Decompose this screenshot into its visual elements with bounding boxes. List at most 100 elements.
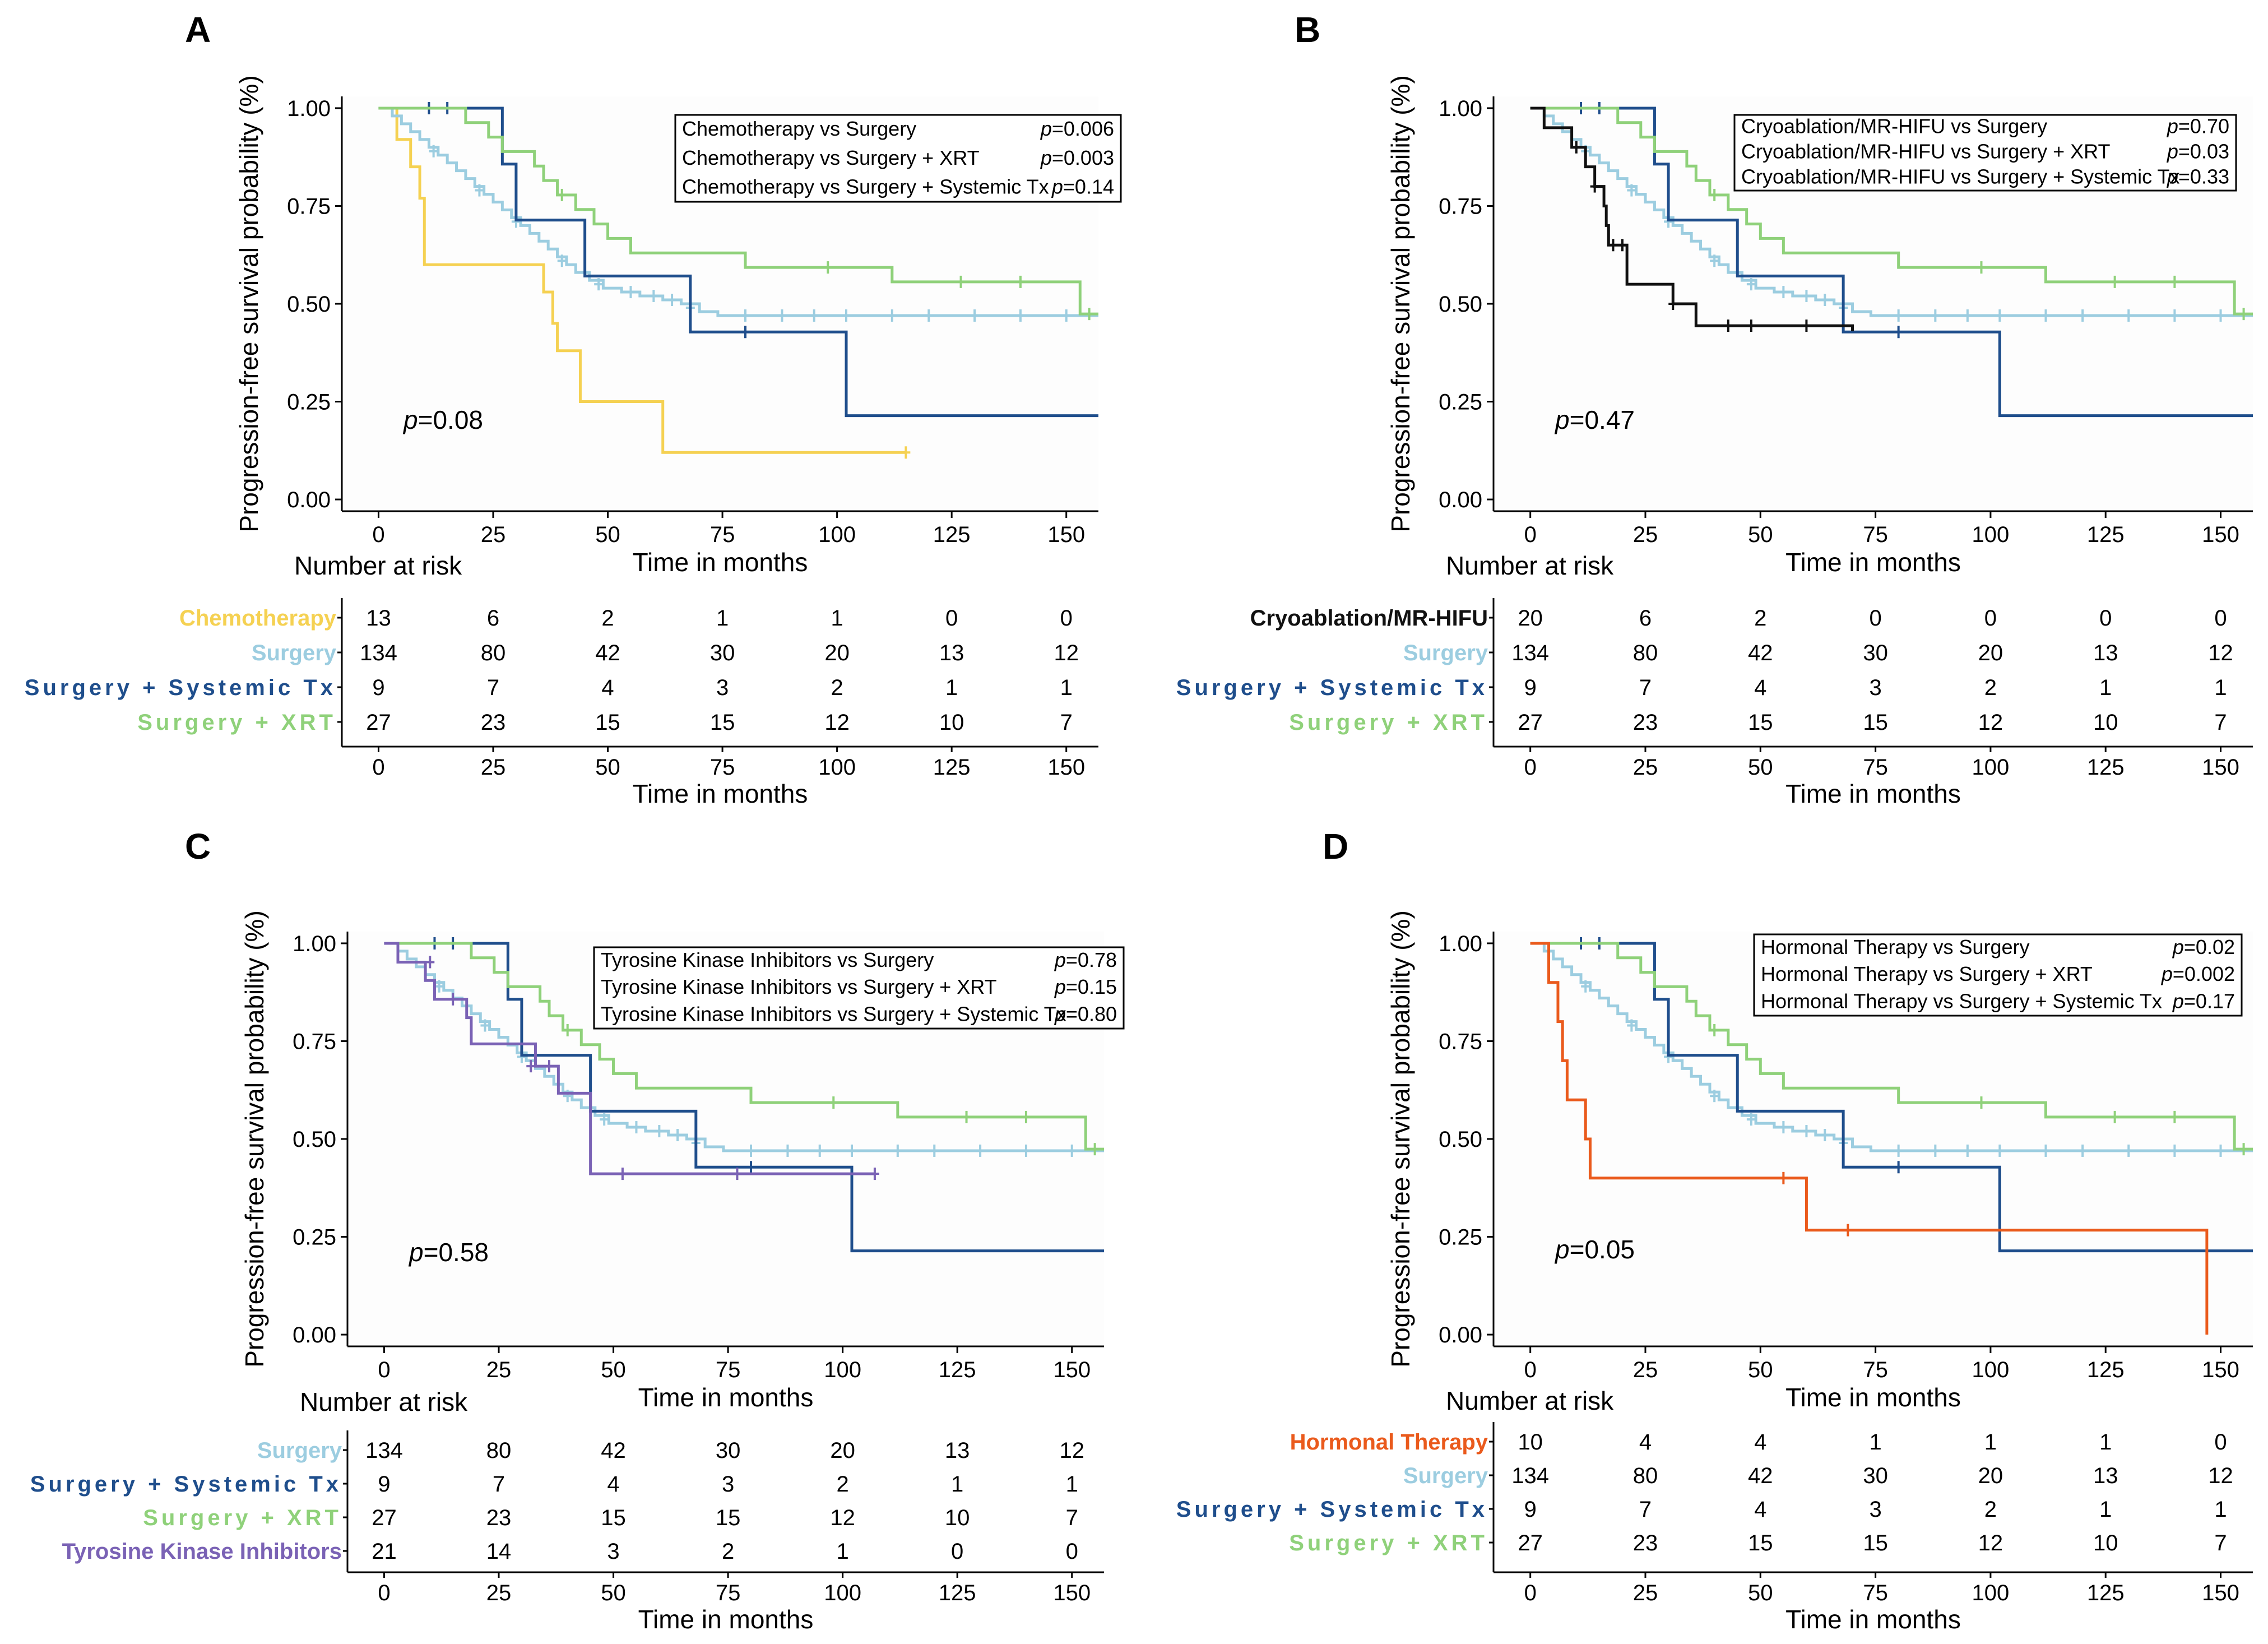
risk-x-tick-label: 50 [1748,755,1773,780]
risk-count: 23 [1633,1531,1658,1555]
risk-x-tick-label: 100 [818,755,856,780]
km-line-surgery_xrt [1530,106,2253,316]
y-tick-label: 1.00 [287,96,331,121]
y-axis-label: Progression-free survival probability (%… [234,75,263,532]
x-tick-label: 100 [818,522,856,547]
comparison-label: Tyrosine Kinase Inhibitors vs Surgery + … [601,975,997,998]
comparison-label: Cryoablation/MR-HIFU vs Surgery [1741,114,2047,137]
km-line-surgery_xrt [384,942,1104,1151]
x-tick-label: 75 [1863,1358,1888,1382]
x-tick-label: 50 [1748,1358,1773,1382]
comparison-p-value: p=0.002 [2161,962,2235,985]
risk-x-tick-label: 75 [710,755,735,780]
risk-count: 80 [481,641,506,665]
risk-count: 20 [824,641,850,665]
risk-count: 27 [1518,710,1543,735]
risk-count: 80 [1633,641,1658,665]
risk-x-tick-label: 0 [378,1581,390,1605]
risk-x-tick-label: 25 [481,755,506,780]
risk-count: 30 [1863,641,1888,665]
comparison-label: Cryoablation/MR-HIFU vs Surgery + XRT [1741,140,2111,163]
x-tick-label: 150 [2202,1358,2239,1382]
risk-row-label: Surgery [1403,1464,1488,1488]
risk-count: 6 [1639,606,1652,631]
risk-count: 12 [2208,641,2233,665]
risk-count: 4 [1639,1430,1652,1455]
overall-p-value: p=0.08 [402,405,483,434]
risk-x-tick-label: 75 [716,1581,741,1605]
comparison-legend [593,946,1125,1030]
risk-count: 27 [372,1506,397,1530]
y-tick-label: 0.50 [1439,292,1482,317]
comparison-legend [1753,933,2243,1017]
risk-count: 42 [595,641,620,665]
risk-row-label: Surgery [257,1438,342,1463]
risk-count: 15 [710,710,735,735]
km-line-tki [384,942,875,1175]
risk-row-label: Surgery + XRT [137,710,336,735]
risk-row-label: Tyrosine Kinase Inhibitors [62,1539,342,1564]
panel-label: C [185,826,211,867]
risk-count: 23 [1633,710,1658,735]
risk-count: 0 [1984,606,1997,631]
x-tick-label: 25 [1633,1358,1658,1382]
comparison-label: Hormonal Therapy vs Surgery + XRT [1761,962,2093,985]
y-tick-label: 0.25 [293,1225,336,1250]
risk-row-label: Surgery + XRT [1289,710,1488,735]
risk-count: 12 [1054,641,1079,665]
x-tick-label: 75 [710,522,735,547]
risk-row-label: Surgery + XRT [1289,1531,1488,1555]
x-tick-label: 75 [1863,522,1888,547]
risk-count: 1 [945,675,958,700]
risk-count: 4 [601,675,614,700]
risk-count: 1 [2214,1497,2227,1522]
panel-b: B0.000.250.500.751.000 25 50 75 100 125 150Tim… [1176,10,2253,808]
comparison-label: Hormonal Therapy vs Surgery + Systemic T… [1761,989,2162,1012]
comparison-p-value: p=0.80 [1054,1002,1117,1025]
panel-d: D0.000.250.500.751.000 25 50 75 100 125 150Tim… [1176,826,2253,1634]
comparison-label: Cryoablation/MR-HIFU vs Surgery + System… [1741,165,2180,188]
risk-x-tick-label: 50 [595,755,620,780]
risk-count: 7 [493,1472,505,1497]
risk-count: 30 [1863,1464,1888,1488]
risk-x-tick-label: 100 [1972,1581,2010,1605]
risk-count: 7 [1639,675,1652,700]
risk-x-axis-label: Time in months [1785,779,1961,808]
x-tick-label: 25 [481,522,506,547]
km-line-surgery [378,106,1098,317]
risk-x-tick-label: 125 [933,755,971,780]
risk-count: 12 [2208,1464,2233,1488]
risk-x-tick-label: 75 [1863,1581,1888,1605]
comparison-p-value: p=0.03 [2167,140,2229,163]
risk-count: 10 [2093,1531,2118,1555]
risk-count: 13 [939,641,964,665]
risk-x-tick-label: 125 [2087,1581,2125,1605]
risk-count: 0 [2099,606,2112,631]
risk-x-axis-label: Time in months [633,779,808,808]
risk-x-tick-label: 125 [2087,755,2125,780]
risk-count: 20 [1978,641,2003,665]
risk-count: 20 [830,1438,855,1463]
risk-count: 23 [486,1506,512,1530]
risk-x-tick-label: 0 [1524,755,1537,780]
risk-row-label: Surgery + Systemic Tx [1176,1497,1488,1522]
risk-count: 15 [595,710,620,735]
risk-count: 1 [2214,675,2227,700]
risk-count: 23 [481,710,506,735]
risk-x-tick-label: 0 [1524,1581,1537,1605]
x-tick-label: 100 [824,1358,861,1382]
risk-count: 10 [945,1506,970,1530]
comparison-label: Tyrosine Kinase Inhibitors vs Surgery + … [601,1002,1066,1025]
risk-x-tick-label: 100 [824,1581,861,1605]
risk-count: 1 [951,1472,963,1497]
y-tick-label: 0.25 [1439,390,1482,415]
risk-count: 3 [722,1472,734,1497]
risk-count: 7 [1060,710,1073,735]
panel-c: C0.000.250.500.751.000 25 50 75 100 125 150Tim… [30,826,1125,1634]
risk-row-label: Surgery + Systemic Tx [25,675,336,700]
risk-x-tick-label: 50 [1748,1581,1773,1605]
risk-count: 14 [486,1539,512,1564]
risk-count: 80 [486,1438,512,1463]
x-tick-label: 75 [716,1358,741,1382]
y-tick-label: 0.00 [1439,1323,1482,1347]
